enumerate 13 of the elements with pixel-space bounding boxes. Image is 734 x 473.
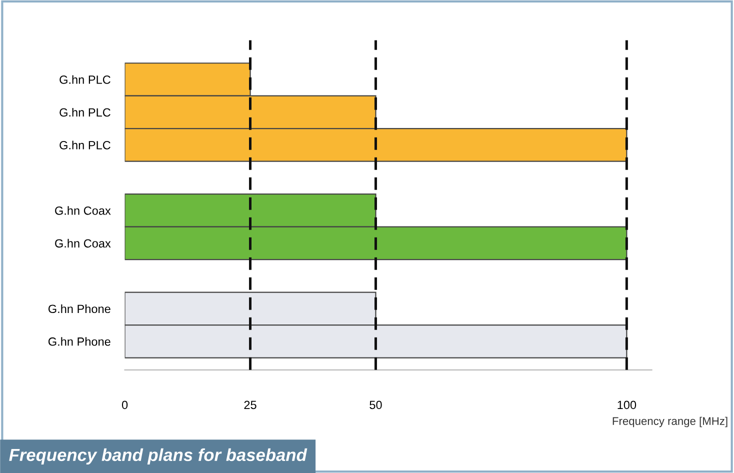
y-tick-label: G.hn PLC <box>60 75 110 84</box>
text: Frequency band plans for baseband <box>9 448 308 465</box>
x-tick-label: 100 <box>618 400 636 410</box>
x-tick-label: 50 <box>370 400 382 410</box>
y-tick-label: G.hn Coax <box>55 238 111 248</box>
x-tick-label: 0 <box>122 400 128 410</box>
y-tick-label: G.hn PLC <box>60 140 110 150</box>
y-tick-label: G.hn Coax <box>55 206 111 215</box>
x-tick-label: 25 <box>244 400 256 410</box>
y-tick-label: G.hn PLC <box>60 108 110 117</box>
y-tick-label: G.hn Phone <box>48 337 110 346</box>
y-tick-label: G.hn Phone <box>48 304 110 314</box>
x-axis-title: Frequency range [MHz] <box>612 416 728 428</box>
